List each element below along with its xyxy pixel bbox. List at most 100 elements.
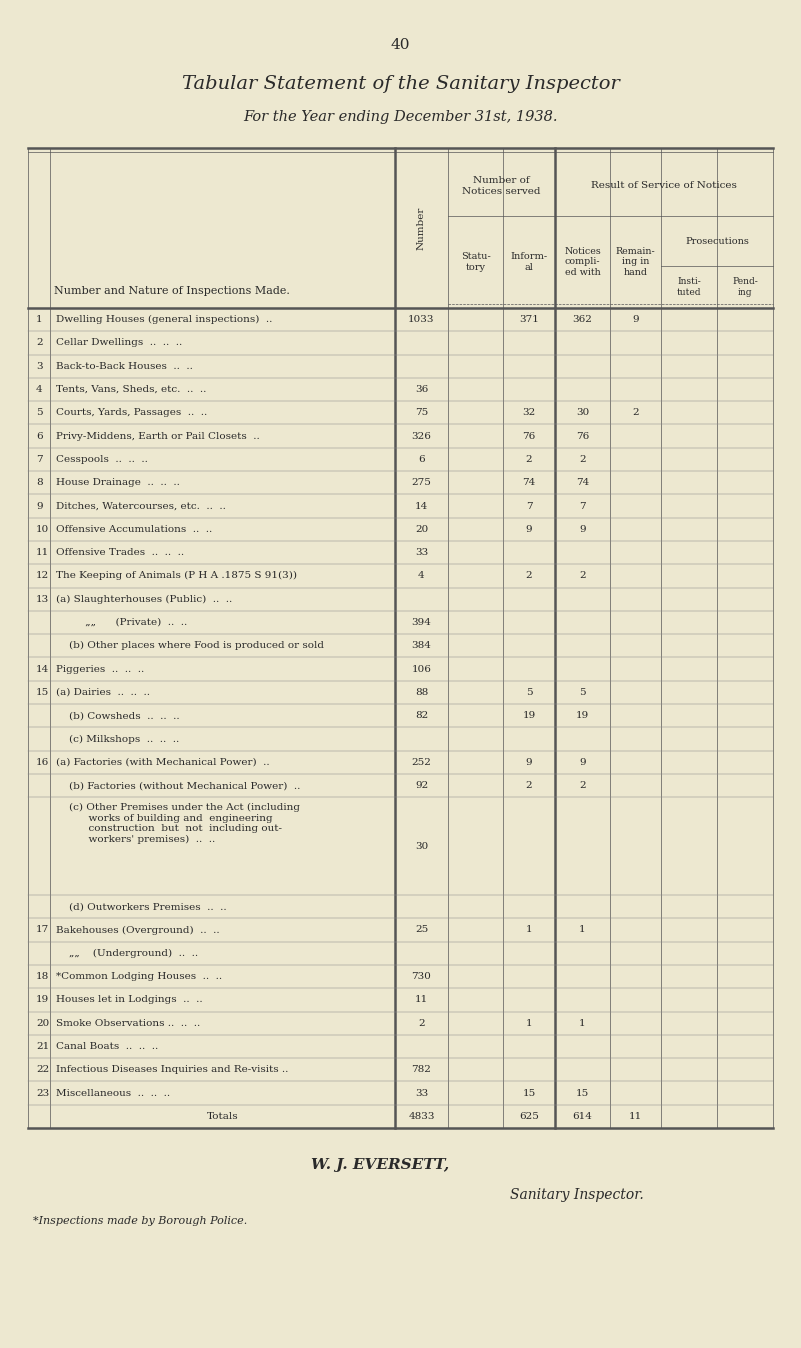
Text: Statu-
tory: Statu- tory <box>461 252 490 272</box>
Text: 20: 20 <box>415 524 428 534</box>
Text: 32: 32 <box>522 408 536 418</box>
Text: Result of Service of Notices: Result of Service of Notices <box>591 182 737 190</box>
Text: Cesspools  ..  ..  ..: Cesspools .. .. .. <box>56 454 148 464</box>
Text: Insti-
tuted: Insti- tuted <box>677 278 701 297</box>
Text: 730: 730 <box>412 972 432 981</box>
Text: 22: 22 <box>36 1065 49 1074</box>
Text: 1033: 1033 <box>409 315 435 324</box>
Text: 2: 2 <box>525 454 533 464</box>
Text: „„      (Private)  ..  ..: „„ (Private) .. .. <box>56 617 187 627</box>
Text: Miscellaneous  ..  ..  ..: Miscellaneous .. .. .. <box>56 1089 170 1097</box>
Text: Houses let in Lodgings  ..  ..: Houses let in Lodgings .. .. <box>56 995 203 1004</box>
Text: 16: 16 <box>36 758 49 767</box>
Text: W. J. EVERSETT,: W. J. EVERSETT, <box>312 1158 449 1171</box>
Text: (a) Factories (with Mechanical Power)  ..: (a) Factories (with Mechanical Power) .. <box>56 758 270 767</box>
Text: 8: 8 <box>36 479 42 487</box>
Text: 6: 6 <box>36 431 42 441</box>
Text: Tabular Statement of the Sanitary Inspector: Tabular Statement of the Sanitary Inspec… <box>182 75 619 93</box>
Text: 2: 2 <box>579 454 586 464</box>
Text: Cellar Dwellings  ..  ..  ..: Cellar Dwellings .. .. .. <box>56 338 183 348</box>
Text: 23: 23 <box>36 1089 49 1097</box>
Text: (c) Milkshops  ..  ..  ..: (c) Milkshops .. .. .. <box>56 735 179 744</box>
Text: 92: 92 <box>415 780 428 790</box>
Text: 14: 14 <box>415 501 428 511</box>
Text: 1: 1 <box>36 315 42 324</box>
Text: 19: 19 <box>576 712 589 720</box>
Text: 7: 7 <box>36 454 42 464</box>
Text: Offensive Accumulations  ..  ..: Offensive Accumulations .. .. <box>56 524 212 534</box>
Text: „„    (Underground)  ..  ..: „„ (Underground) .. .. <box>56 949 198 958</box>
Text: 106: 106 <box>412 665 432 674</box>
Text: 1: 1 <box>525 926 533 934</box>
Text: 40: 40 <box>391 38 410 53</box>
Text: (a) Slaughterhouses (Public)  ..  ..: (a) Slaughterhouses (Public) .. .. <box>56 594 232 604</box>
Text: 2: 2 <box>525 572 533 581</box>
Text: 1: 1 <box>525 1019 533 1027</box>
Text: For the Year ending December 31st, 1938.: For the Year ending December 31st, 1938. <box>244 111 557 124</box>
Text: 30: 30 <box>576 408 589 418</box>
Text: Offensive Trades  ..  ..  ..: Offensive Trades .. .. .. <box>56 549 184 557</box>
Text: 4833: 4833 <box>409 1112 435 1120</box>
Text: 25: 25 <box>415 926 428 934</box>
Text: 1: 1 <box>579 1019 586 1027</box>
Text: 4: 4 <box>36 386 42 394</box>
Text: 371: 371 <box>519 315 539 324</box>
Text: *Common Lodging Houses  ..  ..: *Common Lodging Houses .. .. <box>56 972 222 981</box>
Text: 19: 19 <box>522 712 536 720</box>
Text: The Keeping of Animals (P H A .1875 S 91(3)): The Keeping of Animals (P H A .1875 S 91… <box>56 572 297 581</box>
Text: 33: 33 <box>415 549 428 557</box>
Text: Totals: Totals <box>207 1112 239 1120</box>
Text: 3: 3 <box>36 361 42 371</box>
Text: Privy-Middens, Earth or Pail Closets  ..: Privy-Middens, Earth or Pail Closets .. <box>56 431 260 441</box>
Text: 11: 11 <box>36 549 49 557</box>
Text: (b) Factories (without Mechanical Power)  ..: (b) Factories (without Mechanical Power)… <box>56 780 300 790</box>
Text: 18: 18 <box>36 972 49 981</box>
Text: 394: 394 <box>412 617 432 627</box>
Text: Tents, Vans, Sheds, etc.  ..  ..: Tents, Vans, Sheds, etc. .. .. <box>56 386 207 394</box>
Text: 74: 74 <box>576 479 589 487</box>
Text: 13: 13 <box>36 594 49 604</box>
Text: Canal Boats  ..  ..  ..: Canal Boats .. .. .. <box>56 1042 159 1051</box>
Text: 10: 10 <box>36 524 49 534</box>
Text: 4: 4 <box>418 572 425 581</box>
Text: 21: 21 <box>36 1042 49 1051</box>
Text: 76: 76 <box>522 431 536 441</box>
Text: 252: 252 <box>412 758 432 767</box>
Text: Back-to-Back Houses  ..  ..: Back-to-Back Houses .. .. <box>56 361 193 371</box>
Text: (b) Other places where Food is produced or sold: (b) Other places where Food is produced … <box>56 642 324 650</box>
Text: 2: 2 <box>36 338 42 348</box>
Text: 9: 9 <box>579 758 586 767</box>
Text: 11: 11 <box>415 995 428 1004</box>
Text: 88: 88 <box>415 687 428 697</box>
Text: 384: 384 <box>412 642 432 650</box>
Text: 625: 625 <box>519 1112 539 1120</box>
Text: 30: 30 <box>415 841 428 851</box>
Text: (b) Cowsheds  ..  ..  ..: (b) Cowsheds .. .. .. <box>56 712 179 720</box>
Text: Remain-
ing in
hand: Remain- ing in hand <box>616 247 655 276</box>
Text: 5: 5 <box>579 687 586 697</box>
Text: Courts, Yards, Passages  ..  ..: Courts, Yards, Passages .. .. <box>56 408 207 418</box>
Text: 9: 9 <box>36 501 42 511</box>
Text: 15: 15 <box>576 1089 589 1097</box>
Text: 614: 614 <box>573 1112 593 1120</box>
Text: 9: 9 <box>579 524 586 534</box>
Text: 17: 17 <box>36 926 49 934</box>
Text: (a) Dairies  ..  ..  ..: (a) Dairies .. .. .. <box>56 687 150 697</box>
Text: 5: 5 <box>525 687 533 697</box>
Text: 9: 9 <box>525 524 533 534</box>
Text: Sanitary Inspector.: Sanitary Inspector. <box>510 1188 643 1202</box>
Text: 12: 12 <box>36 572 49 581</box>
Text: 75: 75 <box>415 408 428 418</box>
Text: Number: Number <box>417 206 426 249</box>
Text: Number and Nature of Inspections Made.: Number and Nature of Inspections Made. <box>54 286 290 297</box>
Text: Ditches, Watercourses, etc.  ..  ..: Ditches, Watercourses, etc. .. .. <box>56 501 226 511</box>
Text: 2: 2 <box>579 572 586 581</box>
Text: Dwelling Houses (general inspections)  ..: Dwelling Houses (general inspections) .. <box>56 315 272 325</box>
Text: 11: 11 <box>629 1112 642 1120</box>
Text: 9: 9 <box>525 758 533 767</box>
Text: Smoke Observations ..  ..  ..: Smoke Observations .. .. .. <box>56 1019 200 1027</box>
Text: 7: 7 <box>525 501 533 511</box>
Text: 33: 33 <box>415 1089 428 1097</box>
Text: *Inspections made by Borough Police.: *Inspections made by Borough Police. <box>33 1216 248 1225</box>
Text: Pend-
ing: Pend- ing <box>732 278 758 297</box>
